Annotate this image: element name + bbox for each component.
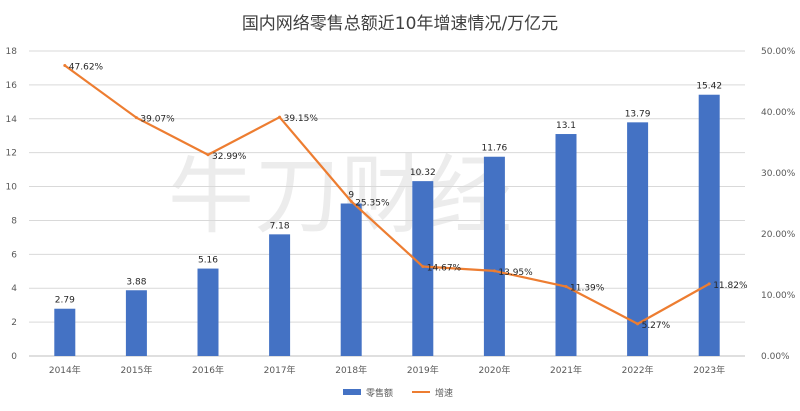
line-point xyxy=(206,153,210,157)
y-left-tick-label: 10 xyxy=(6,183,18,193)
bar xyxy=(125,290,147,356)
bar xyxy=(555,134,577,356)
chart-title: 国内网络零售总额近10年增速情况/万亿元 xyxy=(242,14,558,34)
x-tick-label: 2023年 xyxy=(693,364,725,376)
x-tick-label: 2020年 xyxy=(478,364,510,376)
y-left-tick-label: 12 xyxy=(6,149,17,159)
line-point xyxy=(707,282,711,286)
line-point xyxy=(421,265,425,269)
x-tick-label: 2014年 xyxy=(49,364,81,376)
bar-series: 2.79 3.88 5.16 7.18 9 10.32 11.76 13.1 13.79 15.4… xyxy=(54,82,722,356)
line-point xyxy=(63,64,67,68)
line-point xyxy=(349,199,353,203)
bar xyxy=(269,234,291,356)
line-value-label: 11.82% xyxy=(713,281,748,291)
line-point xyxy=(564,285,568,289)
right-axis: 0.00% 10.00% 20.00% 30.00% 40.00% 50.00% xyxy=(761,47,796,362)
y-right-tick-label: 50.00% xyxy=(761,47,796,57)
legend-swatch-bar xyxy=(343,389,361,395)
line-point xyxy=(278,115,282,119)
left-axis: 0 2 4 6 8 10 12 14 16 18 xyxy=(6,47,18,362)
bar-value-label: 5.16 xyxy=(198,256,218,266)
y-left-tick-label: 0 xyxy=(11,352,17,362)
line-value-label: 39.15% xyxy=(284,114,319,124)
x-tick-label: 2017年 xyxy=(264,364,296,376)
y-right-tick-label: 20.00% xyxy=(761,230,796,240)
line-point xyxy=(636,322,640,326)
bar-value-label: 2.79 xyxy=(55,296,75,306)
x-tick-label: 2019年 xyxy=(407,364,439,376)
bar-value-label: 7.18 xyxy=(270,221,290,231)
line-value-label: 14.67% xyxy=(427,264,462,274)
watermark: 牛刀财经 xyxy=(168,146,512,246)
bar xyxy=(54,308,76,356)
x-tick-label: 2016年 xyxy=(192,364,224,376)
y-left-tick-label: 18 xyxy=(6,47,18,57)
y-left-tick-label: 8 xyxy=(11,216,17,226)
y-left-tick-label: 16 xyxy=(6,81,18,91)
y-left-tick-label: 2 xyxy=(11,318,17,328)
line-value-label: 39.07% xyxy=(140,115,175,125)
line-value-label: 32.99% xyxy=(212,152,247,162)
bar-value-label: 9 xyxy=(348,191,354,201)
x-tick-label: 2015年 xyxy=(120,364,152,376)
line-value-label: 11.39% xyxy=(570,284,605,294)
bar-value-label: 13.79 xyxy=(625,109,651,119)
line-value-label: 25.35% xyxy=(355,198,390,208)
bar xyxy=(412,181,434,356)
y-right-tick-label: 40.00% xyxy=(761,108,796,118)
x-tick-label: 2021年 xyxy=(550,364,582,376)
x-tick-label: 2018年 xyxy=(335,364,367,376)
line-value-label: 5.27% xyxy=(642,321,671,331)
y-right-tick-label: 0.00% xyxy=(761,352,790,362)
bar-value-label: 15.42 xyxy=(696,82,722,92)
legend-label-line: 增速 xyxy=(435,387,453,399)
line-value-label: 47.62% xyxy=(69,63,104,73)
line-series: 47.62% 39.07% 32.99% 39.15% 25.35% 14.67% 13.9… xyxy=(63,63,748,331)
bar xyxy=(197,268,219,356)
line-point xyxy=(492,269,496,273)
bar xyxy=(483,156,505,356)
x-axis: 2014年 2015年 2016年 2017年 2018年 2019年 2020年 2021年… xyxy=(49,364,725,376)
bar xyxy=(627,122,649,356)
bar xyxy=(340,203,362,356)
bar-value-label: 13.1 xyxy=(556,121,576,131)
y-right-tick-label: 10.00% xyxy=(761,291,796,301)
bar-value-label: 10.32 xyxy=(410,168,436,178)
growth-line xyxy=(64,64,710,325)
y-left-tick-label: 4 xyxy=(11,284,17,294)
line-point xyxy=(134,116,138,120)
legend: 零售额 增速 xyxy=(343,387,453,399)
x-tick-label: 2022年 xyxy=(622,364,654,376)
legend-label-bar: 零售额 xyxy=(366,387,393,399)
bar xyxy=(698,94,720,356)
line-value-label: 13.95% xyxy=(498,268,533,278)
gridlines xyxy=(29,50,745,357)
bar-value-label: 11.76 xyxy=(482,144,508,154)
y-left-tick-label: 14 xyxy=(6,115,18,125)
bar-value-label: 3.88 xyxy=(126,277,146,287)
y-right-tick-label: 30.00% xyxy=(761,169,796,179)
y-left-tick-label: 6 xyxy=(11,250,17,260)
